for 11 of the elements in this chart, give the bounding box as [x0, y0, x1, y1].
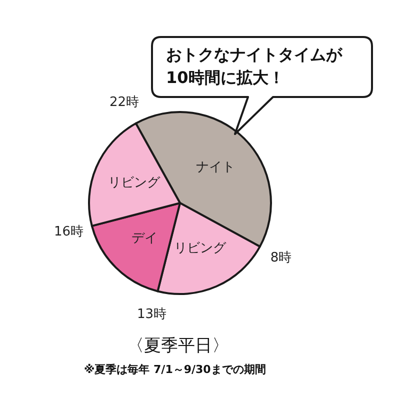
slice-label: デイ [132, 230, 158, 246]
text: 13時 [137, 306, 167, 322]
text: おトクなナイトタイムが 10時間に拡大！ [166, 44, 344, 89]
text: 16時 [54, 224, 84, 240]
slice-label: リビング [108, 176, 161, 191]
text: 〈夏季平日〉 [126, 335, 230, 357]
text: ※夏季は毎年 7/1～9/30までの期間 [84, 362, 267, 377]
text: 8時 [270, 250, 292, 266]
slice-label: リビング [174, 241, 228, 256]
text: 22時 [109, 94, 140, 110]
slice-label: ナイト [196, 160, 235, 175]
